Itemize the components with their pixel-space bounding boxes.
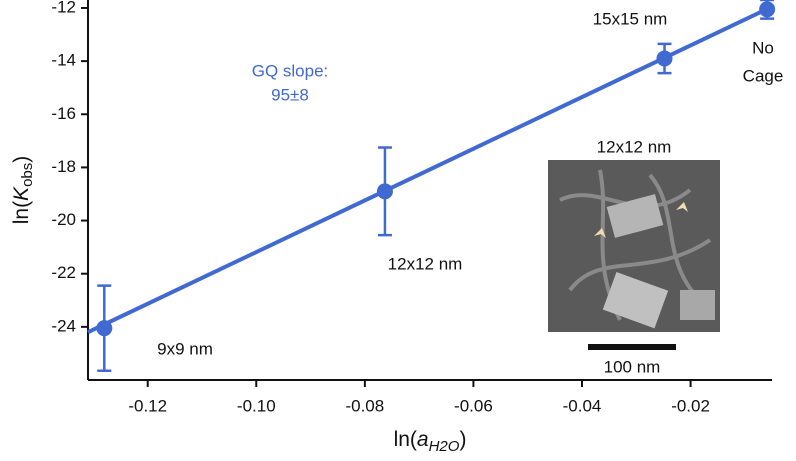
data-point: [656, 50, 673, 67]
x-tick-label: -0.12: [128, 396, 167, 415]
y-label-sub: obs: [19, 163, 36, 187]
data-point: [96, 320, 113, 337]
x-label-end: ): [459, 428, 466, 451]
x-tick-label: -0.10: [237, 396, 276, 415]
annotation: 9x9 nm: [157, 339, 213, 358]
data-point: [376, 183, 393, 200]
x-tick-label: -0.06: [454, 396, 493, 415]
inset-image: [548, 160, 720, 350]
x-tick-label: -0.08: [345, 396, 384, 415]
y-tick-label: -16: [51, 104, 76, 123]
x-tick-label: -0.02: [671, 396, 710, 415]
x-label-italic: a: [417, 428, 429, 451]
annotation: 12x12 nm: [388, 254, 463, 273]
y-axis-label: ln(Kobs): [10, 156, 36, 225]
annotation: Cage: [743, 66, 784, 85]
inset-title: 12x12 nm: [597, 137, 672, 156]
annotation: 15x15 nm: [593, 9, 668, 28]
annotation: No: [752, 38, 774, 57]
x-axis-label: ln(aH2O): [394, 428, 467, 455]
x-tick-label: -0.04: [563, 396, 602, 415]
y-label-end: ): [10, 156, 33, 163]
y-tick-label: -22: [51, 263, 76, 282]
y-tick-label: -20: [51, 210, 76, 229]
y-label-main: ln(: [10, 201, 33, 224]
annotation: 95±8: [271, 85, 309, 104]
annotation: GQ slope:: [252, 61, 329, 80]
scale-bar-label: 100 nm: [604, 357, 661, 376]
fit-line: [87, 6, 771, 334]
y-label-italic: K: [10, 186, 33, 201]
y-tick-label: -12: [51, 0, 76, 16]
y-tick-label: -14: [51, 51, 76, 70]
y-tick-label: -18: [51, 157, 76, 176]
data-point: [759, 1, 776, 18]
x-label-sub: H2O: [429, 438, 460, 455]
x-label-main: ln(: [394, 428, 417, 451]
y-tick-label: -24: [51, 316, 76, 335]
